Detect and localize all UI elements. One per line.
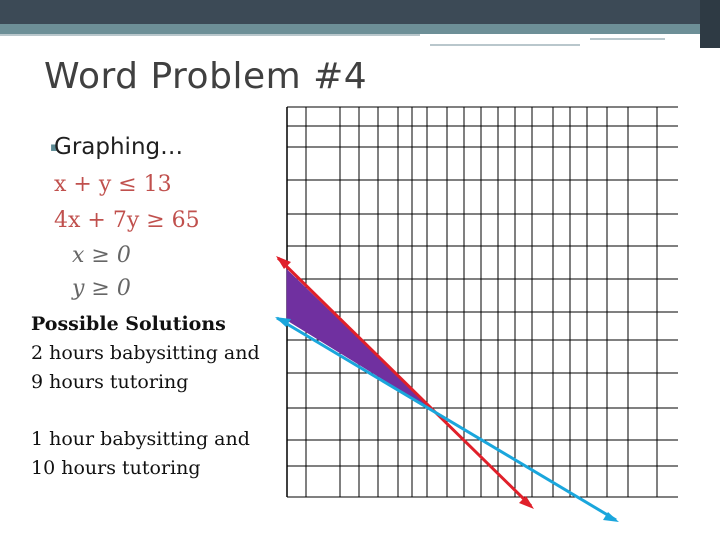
top-accent-band [0,24,720,34]
solution-2-line-b: 10 hours tutoring [31,457,201,479]
top-accent-line-right [590,38,665,40]
top-corner-block [700,0,720,48]
possible-solutions: Possible Solutions 2 hours babysitting a… [31,310,301,483]
constraint-y: y ≥ 0 [72,276,131,301]
graphing-heading: Graphing… [54,134,184,160]
red-boundary-line [276,256,533,508]
top-accent-line-short [430,44,580,46]
solution-1-line-a: 2 hours babysitting and [31,342,260,364]
solution-2-line-a: 1 hour babysitting and [31,428,250,450]
blue-arrowhead-right [603,512,619,522]
blue-boundary-line [276,316,617,522]
slide-title: Word Problem #4 [44,56,368,97]
constraint-x: x ≥ 0 [72,243,131,268]
solutions-heading: Possible Solutions [31,313,226,335]
bullet-icon: ▪ [50,140,59,155]
top-banner [0,0,720,24]
inequality-sum: x + y ≤ 13 [54,172,172,197]
solution-1-line-b: 9 hours tutoring [31,371,189,393]
grid [286,106,678,498]
top-accent-line [0,34,420,36]
red-arrowhead-bottom [519,496,534,509]
inequality-weighted: 4x + 7y ≥ 65 [54,208,200,233]
red-arrowhead-top [276,256,291,269]
blue-arrowhead-left [275,317,291,327]
